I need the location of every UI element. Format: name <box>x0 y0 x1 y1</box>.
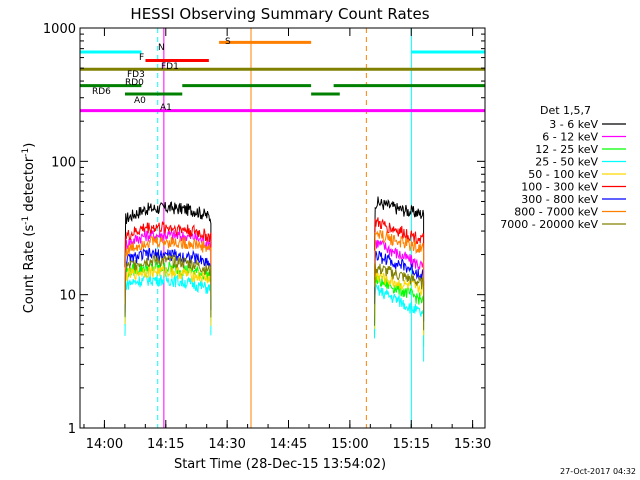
chart-title: HESSI Observing Summary Count Rates <box>130 5 429 23</box>
y-axis-label-main: Count Rate (s <box>22 225 37 314</box>
series-line-300-800-kev-seg2 <box>374 250 425 322</box>
series-line-25-50-kev-seg1 <box>124 272 212 336</box>
series-line-7000-20000-kev-seg2 <box>374 263 425 331</box>
series-line-12-25-kev-seg1 <box>124 260 212 327</box>
y-axis-label-sup2: -1 <box>21 148 31 157</box>
y-axis-label-mid: detector <box>22 156 37 216</box>
series-line-300-800-kev-seg1 <box>124 247 212 317</box>
legend-entry-label: 25 - 50 keV <box>535 156 598 169</box>
series-line-7000-20000-kev-seg1 <box>124 253 212 318</box>
y-axis-label-end: ) <box>22 143 37 148</box>
x-tick-label: 14:00 <box>86 437 123 452</box>
series-line-3-6-kev-seg1 <box>124 201 212 268</box>
flag-label-a1: A1 <box>160 103 172 113</box>
flag-label-n: N <box>158 43 165 53</box>
x-tick-label: 15:15 <box>393 437 430 452</box>
flag-label-fd1: FD1 <box>161 62 179 72</box>
y-axis-label: Count Rate (s-1 detector-1) <box>21 143 37 314</box>
series-line-100-300-kev-seg1 <box>124 221 212 297</box>
plot-frame <box>79 27 486 429</box>
series-line-100-300-kev-seg2 <box>374 217 425 286</box>
x-tick-label: 15:30 <box>454 437 491 452</box>
legend-entry-label: 100 - 300 keV <box>521 181 598 194</box>
y-axis: 1 10 100 1000 <box>43 22 485 437</box>
x-axis: 14:00 14:15 14:30 14:45 15:00 15:15 15:30 <box>83 28 491 452</box>
y-tick-label: 10 <box>59 289 76 304</box>
x-tick-label: 14:15 <box>147 437 184 452</box>
series-line-25-50-kev-seg2 <box>374 283 425 362</box>
legend-entry-label: 800 - 7000 keV <box>514 206 598 219</box>
legend-entry-label: 300 - 800 keV <box>521 193 598 206</box>
flag-label-f: F <box>139 53 144 63</box>
series-line-3-6-kev-seg2 <box>374 196 425 261</box>
flag-label-a0: A0 <box>134 96 146 106</box>
y-tick-label: 1 <box>68 422 76 437</box>
legend-entry-label: 7000 - 20000 keV <box>500 218 598 231</box>
series-line-6-12-kev-seg2 <box>374 239 425 314</box>
x-tick-label: 15:00 <box>331 437 368 452</box>
generated-timestamp: 27-Oct-2017 04:32 <box>560 467 636 476</box>
series-line-50-100-kev-seg2 <box>374 272 425 336</box>
flag-label-s: S <box>225 37 231 47</box>
series-line-50-100-kev-seg1 <box>124 264 212 326</box>
series-line-800-7000-kev-seg2 <box>374 229 425 296</box>
x-tick-label: 14:45 <box>270 437 307 452</box>
legend-entry-label: 50 - 100 keV <box>528 168 598 181</box>
flag-label-fd3: FD3 <box>127 70 145 80</box>
x-axis-label: Start Time (28-Dec-15 13:54:02) <box>174 457 386 472</box>
flag-label-rd0: RD0 <box>125 78 144 88</box>
flag-label-rd6: RD6 <box>92 87 111 97</box>
y-tick-label: 1000 <box>43 22 76 37</box>
legend-entry-label: 3 - 6 keV <box>549 118 598 131</box>
legend-entry-label: 12 - 25 keV <box>535 143 598 156</box>
x-tick-label: 14:30 <box>208 437 245 452</box>
series-line-800-7000-kev-seg1 <box>124 235 212 305</box>
legend-title: Det 1,5,7 <box>540 104 591 117</box>
y-tick-label: 100 <box>51 155 76 170</box>
y-axis-label-sup1: -1 <box>21 216 31 225</box>
legend-entry-label: 6 - 12 keV <box>542 131 598 144</box>
